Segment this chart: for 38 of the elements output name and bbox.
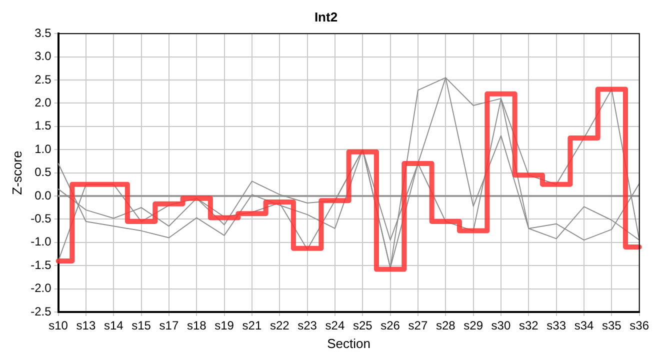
x-tick-label: s32 [518,318,539,333]
x-tick-label: s22 [270,318,290,333]
x-tick-label: s13 [76,318,96,333]
y-tick-label: 0.0 [34,188,52,202]
x-tick-label: s10 [48,318,68,333]
y-tick-label: 0.5 [34,165,52,180]
y-tick-label: 2.0 [34,96,52,110]
x-tick-label: s19 [214,318,234,333]
x-tick-label: s36 [630,318,650,333]
x-tick-label: s23 [298,318,318,333]
y-tick-label: -1.0 [30,234,52,249]
y-tick-label: 2.5 [34,72,52,86]
x-tick-label: s34 [574,318,594,333]
x-axis-title: Section [327,336,370,351]
x-tick-label: s35 [602,318,622,333]
y-tick-label: -1.5 [30,258,52,272]
x-tick-label: s29 [464,318,484,333]
x-tick-label: s24 [325,318,345,333]
x-tick-label: s18 [186,318,207,333]
x-tick-label: s30 [491,318,511,333]
chart-title: Int2 [314,9,338,24]
x-tick-label: s21 [242,318,262,333]
x-tick-label: s33 [546,318,566,333]
x-tick-label: s14 [104,318,124,333]
y-tick-label: -2.5 [30,304,52,318]
y-tick-label: 1.5 [34,118,52,133]
x-tick-label: s25 [352,318,373,333]
x-tick-label: s15 [132,318,152,333]
y-tick-label: 1.0 [34,142,52,156]
y-tick-label: -0.5 [30,212,52,226]
x-tick-label: s17 [159,318,179,333]
y-tick-label: -2.0 [30,281,52,296]
x-tick-label: s28 [436,318,456,333]
x-tick-label: s27 [408,318,428,333]
x-tick-label: s26 [380,318,400,333]
y-tick-label: 3.5 [34,26,52,40]
y-tick-label: 3.0 [34,49,52,64]
y-axis-title: Z-score [9,150,24,195]
